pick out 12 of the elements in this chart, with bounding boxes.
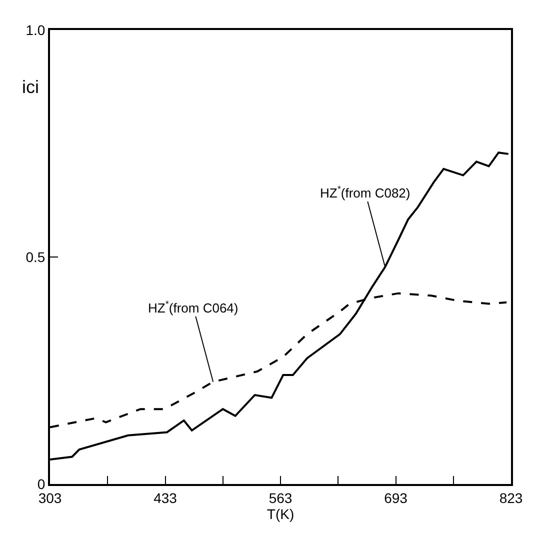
- x-tick-label: 303: [38, 490, 62, 506]
- x-tick-label: 823: [499, 490, 523, 506]
- x-tick-label: 563: [268, 490, 292, 506]
- x-tick-label: 433: [154, 490, 178, 506]
- y-tick-label: 0.5: [26, 248, 46, 265]
- annotation: HZ$^{*}$(from C082): [320, 184, 410, 200]
- y-tick-label: 1.0: [26, 22, 46, 38]
- x-axis-title: T(K): [266, 506, 294, 522]
- x-tick-label: 693: [384, 490, 408, 506]
- y-axis-title: ici: [22, 77, 39, 97]
- annotation: HZ$^{*}$(from C064): [148, 299, 238, 316]
- y-tick-label: 0: [37, 476, 46, 492]
